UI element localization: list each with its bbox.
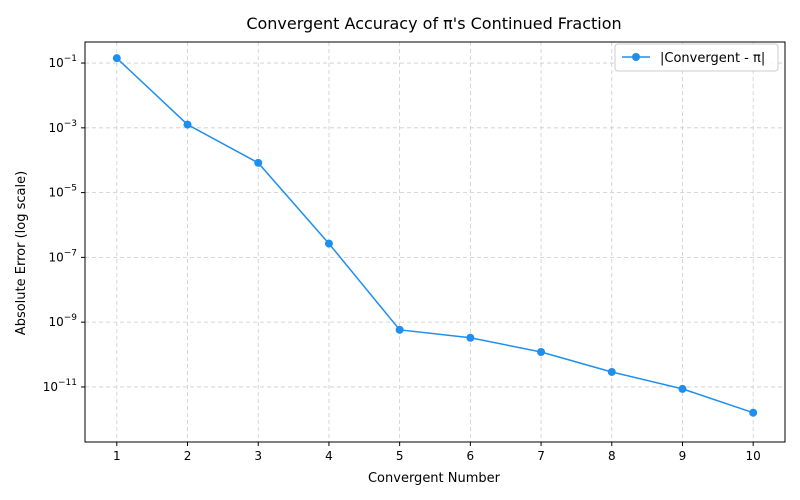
- legend-label: |Convergent - π|: [660, 51, 765, 66]
- x-tick-label: 2: [184, 449, 192, 463]
- data-point: [607, 367, 616, 376]
- chart-title: Convergent Accuracy of π's Continued Fra…: [246, 14, 621, 33]
- x-tick-label: 6: [467, 449, 475, 463]
- legend-frame: [614, 43, 779, 72]
- data-point: [395, 325, 404, 334]
- data-point: [183, 120, 192, 129]
- data-point: [112, 54, 121, 63]
- data-point: [254, 158, 263, 167]
- x-tick-label: 8: [608, 449, 616, 463]
- data-point: [537, 347, 546, 356]
- series-layer: [112, 54, 758, 417]
- y-tick-label: 10−1: [48, 54, 77, 70]
- y-tick-label: 10−7: [48, 248, 77, 264]
- plot-frame: [84, 41, 786, 443]
- x-tick-label: 1: [113, 449, 121, 463]
- data-point: [466, 333, 475, 342]
- y-tick-label: 10−3: [48, 119, 77, 135]
- grid: [85, 42, 785, 442]
- x-tick-label: 9: [679, 449, 687, 463]
- series-line: [116, 57, 754, 414]
- data-point: [678, 384, 687, 393]
- legend-marker-swatch: [632, 53, 640, 61]
- x-axis-ticks: 1 2 3 4 5 6 7 8 9 10: [113, 442, 761, 463]
- y-axis-label: Absolute Error (log scale): [14, 171, 29, 335]
- y-tick-label: 10−9: [48, 313, 77, 329]
- x-tick-label: 10: [746, 449, 761, 463]
- x-axis-label: Convergent Number: [368, 471, 501, 486]
- x-tick-label: 4: [325, 449, 333, 463]
- y-axis-ticks: 10−1 10−3 10−5 10−7 10−9 10−11: [43, 54, 85, 394]
- y-tick-label: 10−11: [43, 378, 77, 394]
- x-tick-label: 3: [254, 449, 262, 463]
- data-point: [749, 408, 758, 417]
- x-tick-label: 5: [396, 449, 404, 463]
- x-tick-label: 7: [537, 449, 545, 463]
- data-point: [324, 239, 333, 248]
- legend: |Convergent - π|: [614, 43, 779, 72]
- y-tick-label: 10−5: [48, 184, 77, 200]
